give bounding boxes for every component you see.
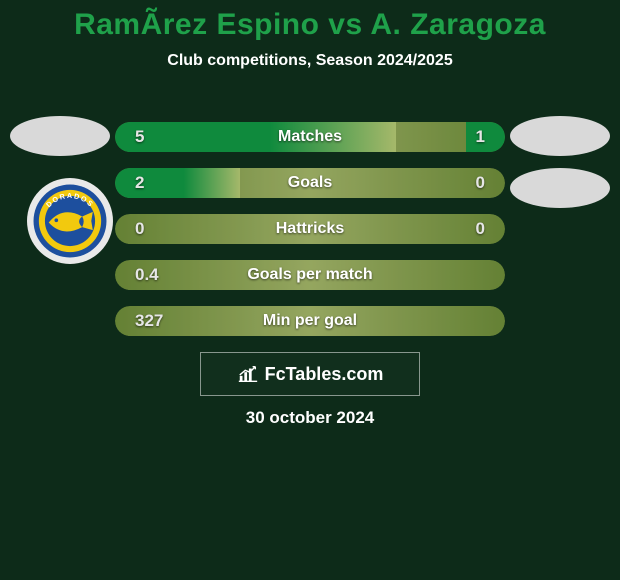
- stat-bar: Matches: [115, 122, 505, 152]
- stat-row: Matches51: [0, 122, 620, 152]
- stat-row: Hattricks00: [0, 214, 620, 244]
- stat-bar: Min per goal: [115, 306, 505, 336]
- brand-text: FcTables.com: [265, 364, 384, 385]
- stat-bar: Goals: [115, 168, 505, 198]
- stat-bar-right-fill: [466, 122, 505, 152]
- page-title: RamÃrez Espino vs A. Zaragoza: [0, 0, 620, 42]
- chart-icon: [237, 363, 259, 385]
- stat-bar: Goals per match: [115, 260, 505, 290]
- stats-rows: Matches51 Goals20 Hattricks00 Goals per mat…: [0, 122, 620, 352]
- stat-bar-left-fill: [115, 168, 240, 198]
- brand-box[interactable]: FcTables.com: [200, 352, 420, 396]
- subtitle: Club competitions, Season 2024/2025: [0, 52, 620, 70]
- date-text: 30 october 2024: [0, 408, 620, 428]
- stat-row: Goals per match0.4: [0, 260, 620, 290]
- stat-row: Min per goal327: [0, 306, 620, 336]
- stat-bar-left-fill: [115, 122, 396, 152]
- stat-bar: Hattricks: [115, 214, 505, 244]
- stat-row: Goals20: [0, 168, 620, 198]
